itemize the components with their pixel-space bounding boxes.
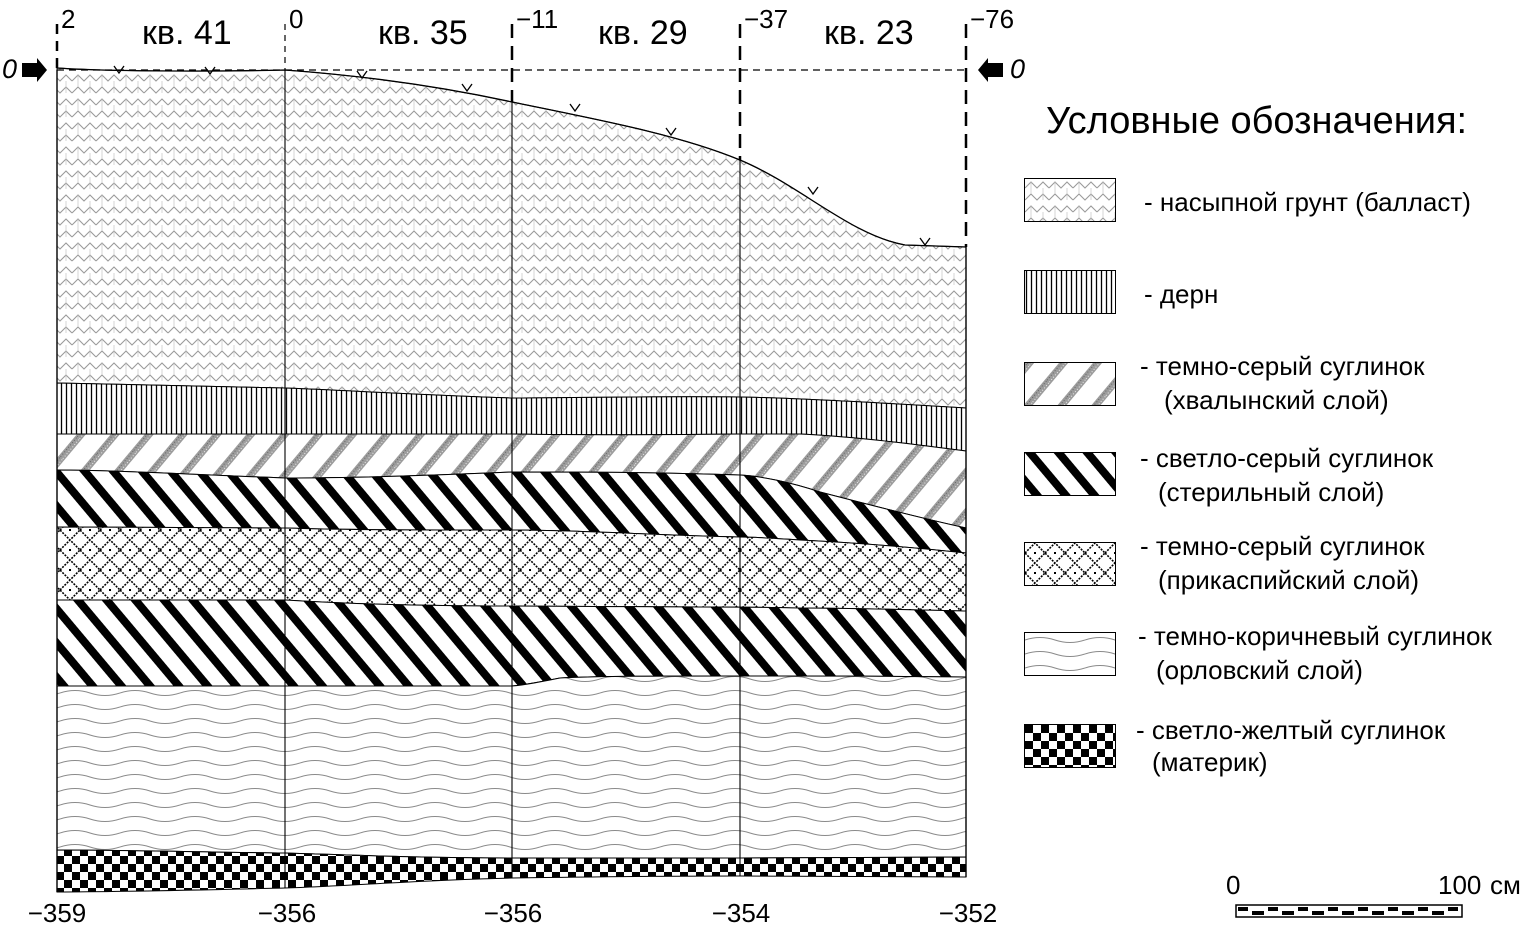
legend-sublabel: (стерильный слой) xyxy=(1158,477,1385,507)
top-elevation: −76 xyxy=(970,4,1014,34)
square-boundaries xyxy=(55,24,968,892)
arrow-right-icon xyxy=(22,58,47,82)
square-label-23: кв. 23 xyxy=(824,14,914,52)
legend-label: - темно-серый суглинок xyxy=(1140,531,1425,561)
top-elevations: 2 0 −11 −37 −76 xyxy=(61,4,1014,34)
sterile-swatch xyxy=(1024,452,1116,496)
scale-unit: см xyxy=(1490,870,1521,900)
hvalyn-swatch xyxy=(1024,362,1116,406)
square-label-29: кв. 29 xyxy=(598,14,688,52)
datum-marker-right: 0 xyxy=(978,54,1025,84)
surface-ticks xyxy=(113,65,931,247)
scale-bar xyxy=(1235,904,1463,918)
legend-label: - светло-желтый суглинок xyxy=(1136,715,1446,745)
legend-sublabel: (орловский слой) xyxy=(1156,655,1363,685)
square-label-35: кв. 35 xyxy=(378,14,468,52)
top-elevation: 0 xyxy=(289,4,303,34)
bottom-elevation: −359 xyxy=(28,898,87,927)
legend-label: - светло-серый суглинок xyxy=(1140,443,1434,473)
top-elevation: −11 xyxy=(516,4,558,34)
legend-label: - темно-серый суглинок xyxy=(1140,351,1425,381)
bottom-elevation: −354 xyxy=(712,898,771,927)
legend-label: - дерн xyxy=(1144,279,1219,309)
bottom-elevation: −352 xyxy=(939,898,998,927)
square-labels: кв. 41 кв. 35 кв. 29 кв. 23 xyxy=(142,14,914,52)
bottom-elevations: −359 −356 −356 −354 −352 xyxy=(28,898,998,927)
datum-marker-left: 0 xyxy=(2,54,47,84)
sod-swatch xyxy=(1024,270,1116,314)
datum-left-label: 0 xyxy=(2,54,17,84)
bottom-elevation: −356 xyxy=(258,898,317,927)
arrow-left-icon xyxy=(978,58,1003,82)
top-elevation: −37 xyxy=(744,4,788,34)
bottom-elevation: −356 xyxy=(484,898,543,927)
legend-sublabel: (материк) xyxy=(1152,747,1268,777)
caspian-swatch xyxy=(1024,542,1116,586)
bedrock-swatch xyxy=(1024,724,1116,768)
legend-sublabel: (хвалынский слой) xyxy=(1164,385,1389,415)
top-elevation: 2 xyxy=(61,4,75,34)
orlov-swatch xyxy=(1024,632,1116,676)
legend-label: - насыпной грунт (балласт) xyxy=(1144,187,1471,217)
datum-right-label: 0 xyxy=(1010,54,1025,84)
legend-sublabel: (прикаспийский слой) xyxy=(1158,565,1420,595)
ballast-swatch xyxy=(1024,178,1116,222)
scale-start: 0 xyxy=(1226,870,1241,900)
scale-end: 100 xyxy=(1438,870,1482,900)
legend-title: Условные обозначения: xyxy=(1046,100,1468,142)
square-label-41: кв. 41 xyxy=(142,14,232,52)
legend-label: - темно-коричневый суглинок xyxy=(1138,621,1492,651)
